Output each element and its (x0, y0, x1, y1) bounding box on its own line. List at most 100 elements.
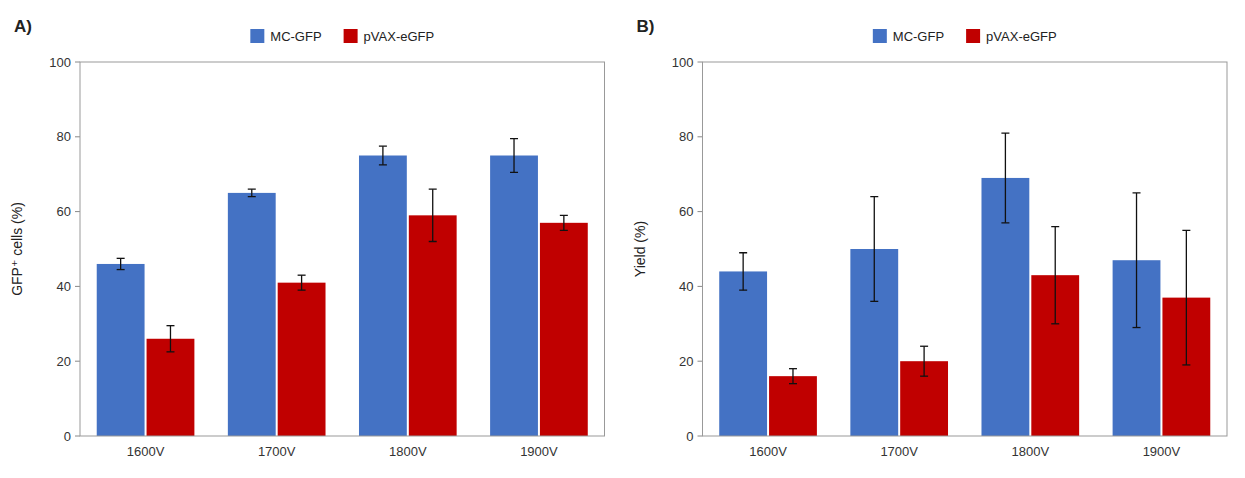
tick-label: 20 (57, 354, 71, 369)
legend-label: MC-GFP (270, 29, 321, 44)
error-stem (1005, 133, 1006, 223)
tick-label: 1700V (880, 444, 918, 459)
tick-label: 40 (679, 279, 693, 294)
error-stem (923, 346, 924, 376)
error-stem (742, 253, 743, 290)
error-bar (560, 215, 568, 230)
error-cap (1133, 327, 1141, 328)
tick-mark (75, 62, 80, 63)
error-cap (870, 301, 878, 302)
error-cap (429, 189, 437, 190)
error-cap (1133, 192, 1141, 193)
tick-mark (698, 286, 703, 287)
error-cap (510, 172, 518, 173)
axis-label: GFP⁺ cells (%) (9, 202, 25, 296)
bar (359, 156, 407, 437)
error-cap (298, 289, 306, 290)
panel: B)020406080100Yield (%)1600V1700V1800V19… (632, 17, 1228, 459)
panel: A)020406080100GFP⁺ cells (%)1600V1700V18… (9, 17, 605, 459)
error-cap (166, 325, 174, 326)
bar (719, 271, 767, 436)
error-stem (301, 275, 302, 290)
legend-item: pVAX-eGFP (344, 29, 435, 44)
legend-swatch (873, 29, 887, 43)
error-bar (739, 253, 747, 290)
error-bar (166, 326, 174, 352)
error-cap (739, 289, 747, 290)
error-bar (920, 346, 928, 376)
tick-mark (75, 136, 80, 137)
bar (540, 223, 588, 436)
plot-frame (703, 62, 1228, 436)
panel-label: B) (637, 17, 655, 36)
error-cap (560, 230, 568, 231)
legend-swatch (344, 29, 358, 43)
tick-label: 1800V (1012, 444, 1050, 459)
error-bar (1133, 193, 1141, 328)
error-bar (429, 189, 437, 241)
chart-canvas: A) 020406080100 GFP⁺ cells (%) 1600V 1700V 18… (0, 0, 1245, 478)
tick-label: 1700V (258, 444, 296, 459)
bars (97, 139, 588, 436)
error-cap (379, 145, 387, 146)
error-cap (789, 368, 797, 369)
legend-label: pVAX-eGFP (364, 29, 435, 44)
tick-mark (698, 62, 703, 63)
error-bar (248, 189, 256, 196)
bar (278, 283, 326, 436)
bar (769, 376, 817, 436)
tick-mark (698, 136, 703, 137)
axis-label: Yield (%) (632, 221, 648, 277)
error-bar (510, 139, 518, 173)
error-bar (1051, 227, 1059, 324)
error-cap (1182, 230, 1190, 231)
error-bar (1001, 133, 1009, 223)
error-stem (1055, 227, 1056, 324)
tick-label: 100 (672, 55, 694, 70)
tick-label: 1800V (389, 444, 427, 459)
bar (228, 193, 276, 436)
error-stem (563, 215, 564, 230)
tick-label: 1900V (520, 444, 558, 459)
tick-label: 1900V (1143, 444, 1181, 459)
tick-label: 0 (686, 429, 693, 444)
error-cap (117, 269, 125, 270)
legend-item: pVAX-eGFP (966, 29, 1057, 44)
tick-mark (698, 361, 703, 362)
error-cap (1051, 226, 1059, 227)
y-axis: 020406080100 (49, 55, 80, 444)
error-cap (789, 383, 797, 384)
error-bar (298, 275, 306, 290)
tick-mark (75, 361, 80, 362)
error-stem (432, 189, 433, 241)
y-axis: 020406080100 (672, 55, 703, 444)
legend-label: pVAX-eGFP (986, 29, 1057, 44)
error-cap (298, 275, 306, 276)
error-stem (170, 326, 171, 352)
error-bar (1182, 230, 1190, 365)
tick-label: 60 (679, 204, 693, 219)
error-cap (1182, 364, 1190, 365)
error-cap (248, 196, 256, 197)
error-cap (429, 241, 437, 242)
tick-label: 20 (679, 354, 693, 369)
error-cap (510, 138, 518, 139)
tick-mark (75, 211, 80, 212)
error-stem (1136, 193, 1137, 328)
error-stem (513, 139, 514, 173)
error-stem (120, 258, 121, 269)
bar (490, 156, 538, 437)
plot-frame (80, 62, 605, 436)
legend-swatch (966, 29, 980, 43)
panel-label: A) (14, 17, 32, 36)
error-cap (1001, 132, 1009, 133)
error-cap (1001, 222, 1009, 223)
error-cap (379, 164, 387, 165)
tick-label: 1600V (749, 444, 787, 459)
error-stem (1186, 230, 1187, 365)
tick-mark (698, 436, 703, 437)
legend-item: MC-GFP (873, 29, 944, 44)
tick-mark (75, 286, 80, 287)
bar (97, 264, 145, 436)
error-cap (1051, 323, 1059, 324)
